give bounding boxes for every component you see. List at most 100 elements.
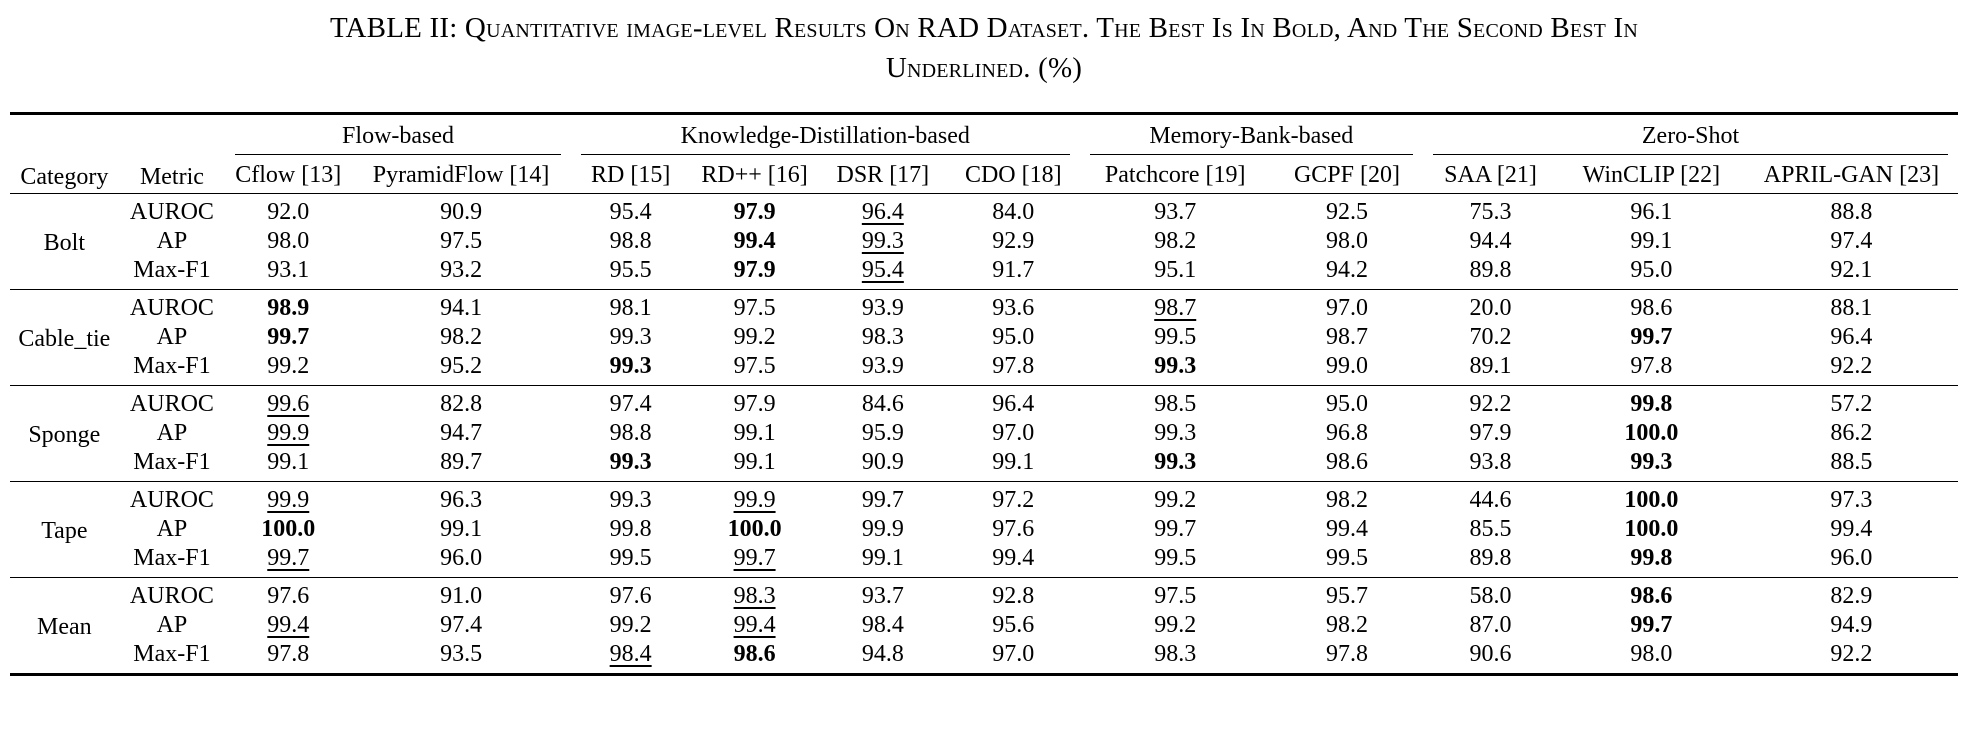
- value-cell: 91.0: [351, 577, 571, 611]
- value: 98.6: [1325, 449, 1368, 475]
- value-cell: 93.2: [351, 256, 571, 290]
- value-cell: 82.8: [351, 385, 571, 419]
- metric-cell: Max-F1: [133, 257, 211, 283]
- value-cell: 99.7: [690, 544, 818, 578]
- value-cell: 97.5: [1079, 577, 1271, 611]
- value-cell: 99.8: [571, 515, 691, 544]
- value-cell: 95.1: [1080, 256, 1271, 290]
- value-cell: 57.2: [1744, 385, 1958, 419]
- group-knowledge-distillation: Knowledge-Distillation-based: [571, 114, 1080, 158]
- category-cell: Mean: [10, 577, 119, 676]
- value: 89.8: [1469, 545, 1512, 571]
- value: 86.2: [1830, 420, 1873, 446]
- metric-cell: Max-F1: [133, 545, 211, 571]
- group-knowledge-distillation-label: Knowledge-Distillation-based: [580, 123, 1070, 155]
- method-header-row: Cflow [13] PyramidFlow [14] RD [15] RD++…: [10, 157, 1958, 194]
- value: 82.9: [1830, 583, 1873, 609]
- value-cell: 97.6: [947, 515, 1080, 544]
- value: 97.5: [733, 295, 776, 321]
- group-zero-shot: Zero-Shot: [1423, 114, 1958, 158]
- best-value: 99.8: [1630, 391, 1673, 417]
- value: 96.4: [992, 391, 1035, 417]
- value-cell: 99.1: [819, 544, 947, 578]
- value: 88.8: [1830, 199, 1873, 225]
- value-cell: 99.2: [690, 323, 818, 352]
- value-cell: 96.0: [351, 544, 571, 578]
- value: 96.0: [440, 545, 483, 571]
- value-cell: 89.8: [1423, 256, 1558, 290]
- table-row: Tape AUROC 99.9 96.3 99.3 99.9 99.7 97.2 99.2 98.…: [10, 481, 1958, 578]
- value: 94.2: [1325, 257, 1368, 283]
- value: 98.8: [609, 228, 652, 254]
- value: 92.9: [992, 228, 1035, 254]
- value: 97.6: [992, 516, 1035, 542]
- method-header: DSR [17]: [818, 157, 947, 194]
- value-cell: 100.0: [1557, 481, 1745, 515]
- group-header-row: Category Metric Flow-based Knowledge-Dis…: [10, 113, 1958, 194]
- value: 98.0: [1325, 228, 1368, 254]
- value-cell: 97.4: [351, 611, 571, 640]
- value-cell: 99.4: [1271, 515, 1423, 544]
- value: 98.8: [609, 420, 652, 446]
- second-best-value: 99.9: [733, 487, 776, 513]
- value: 94.9: [1830, 612, 1873, 638]
- best-value: 99.7: [267, 324, 310, 350]
- value-cell: 94.1: [351, 289, 571, 323]
- value-cell: 97.8: [1558, 352, 1745, 386]
- method-header: Cflow [13]: [225, 157, 352, 194]
- table-row: Max-F1 99.2 95.2 99.3 97.5 93.9 97.8 99.3 99.0 89…: [10, 352, 1958, 386]
- value: 97.3: [1830, 487, 1873, 513]
- value-cell: 99.4: [947, 544, 1080, 578]
- second-best-value: 98.4: [609, 641, 652, 667]
- value-cell: 98.9: [225, 289, 352, 323]
- value: 99.2: [267, 353, 310, 379]
- method-header: SAA [21]: [1423, 157, 1558, 194]
- value-cell: 70.2: [1423, 323, 1558, 352]
- value: 95.7: [1325, 583, 1368, 609]
- caption-line-1: TABLE II: Quantitative image-level Resul…: [0, 8, 1968, 48]
- value: 95.9: [861, 420, 904, 446]
- metric-cell: AUROC: [118, 481, 226, 515]
- value-cell: 95.7: [1270, 577, 1424, 611]
- value-cell: 88.5: [1745, 448, 1958, 482]
- value: 94.4: [1469, 228, 1512, 254]
- best-value: 99.3: [1154, 353, 1197, 379]
- caption-text: Quantitative image-level Results On RAD …: [464, 12, 1639, 44]
- value-cell: 92.5: [1271, 194, 1423, 228]
- value-cell: 99.5: [1080, 544, 1271, 578]
- value: 93.7: [861, 583, 904, 609]
- value-cell: 97.4: [570, 385, 691, 419]
- value-cell: 99.3: [819, 227, 947, 256]
- value: 99.5: [1154, 545, 1197, 571]
- metric-cell: AP: [156, 228, 188, 254]
- value: 89.7: [440, 449, 483, 475]
- value: 84.6: [861, 391, 904, 417]
- value-cell: 20.0: [1423, 289, 1558, 323]
- value: 88.1: [1830, 295, 1873, 321]
- value: 95.0: [1325, 391, 1368, 417]
- value-cell: 98.2: [1270, 481, 1424, 515]
- method-header: Patchcore [19]: [1079, 157, 1271, 194]
- second-best-value: 99.6: [267, 391, 310, 417]
- value-cell: 75.3: [1423, 194, 1558, 228]
- value: 95.0: [1630, 257, 1673, 283]
- second-best-value: 98.3: [733, 583, 776, 609]
- value: 97.6: [609, 583, 652, 609]
- value: 99.4: [1830, 516, 1873, 542]
- value: 98.2: [1154, 228, 1197, 254]
- value: 89.1: [1469, 353, 1512, 379]
- value-cell: 98.6: [1557, 289, 1745, 323]
- value-cell: 98.0: [225, 227, 351, 256]
- best-value: 100.0: [261, 516, 316, 542]
- value: 84.0: [992, 199, 1035, 225]
- value: 98.3: [861, 324, 904, 350]
- value: 98.4: [861, 612, 904, 638]
- best-value: 100.0: [1624, 487, 1679, 513]
- value-cell: 96.0: [1745, 544, 1958, 578]
- value: 95.5: [609, 257, 652, 283]
- value: 99.9: [861, 516, 904, 542]
- value: 97.4: [609, 391, 652, 417]
- value: 99.1: [267, 449, 310, 475]
- value-cell: 92.1: [1745, 256, 1958, 290]
- value-cell: 97.9: [690, 385, 819, 419]
